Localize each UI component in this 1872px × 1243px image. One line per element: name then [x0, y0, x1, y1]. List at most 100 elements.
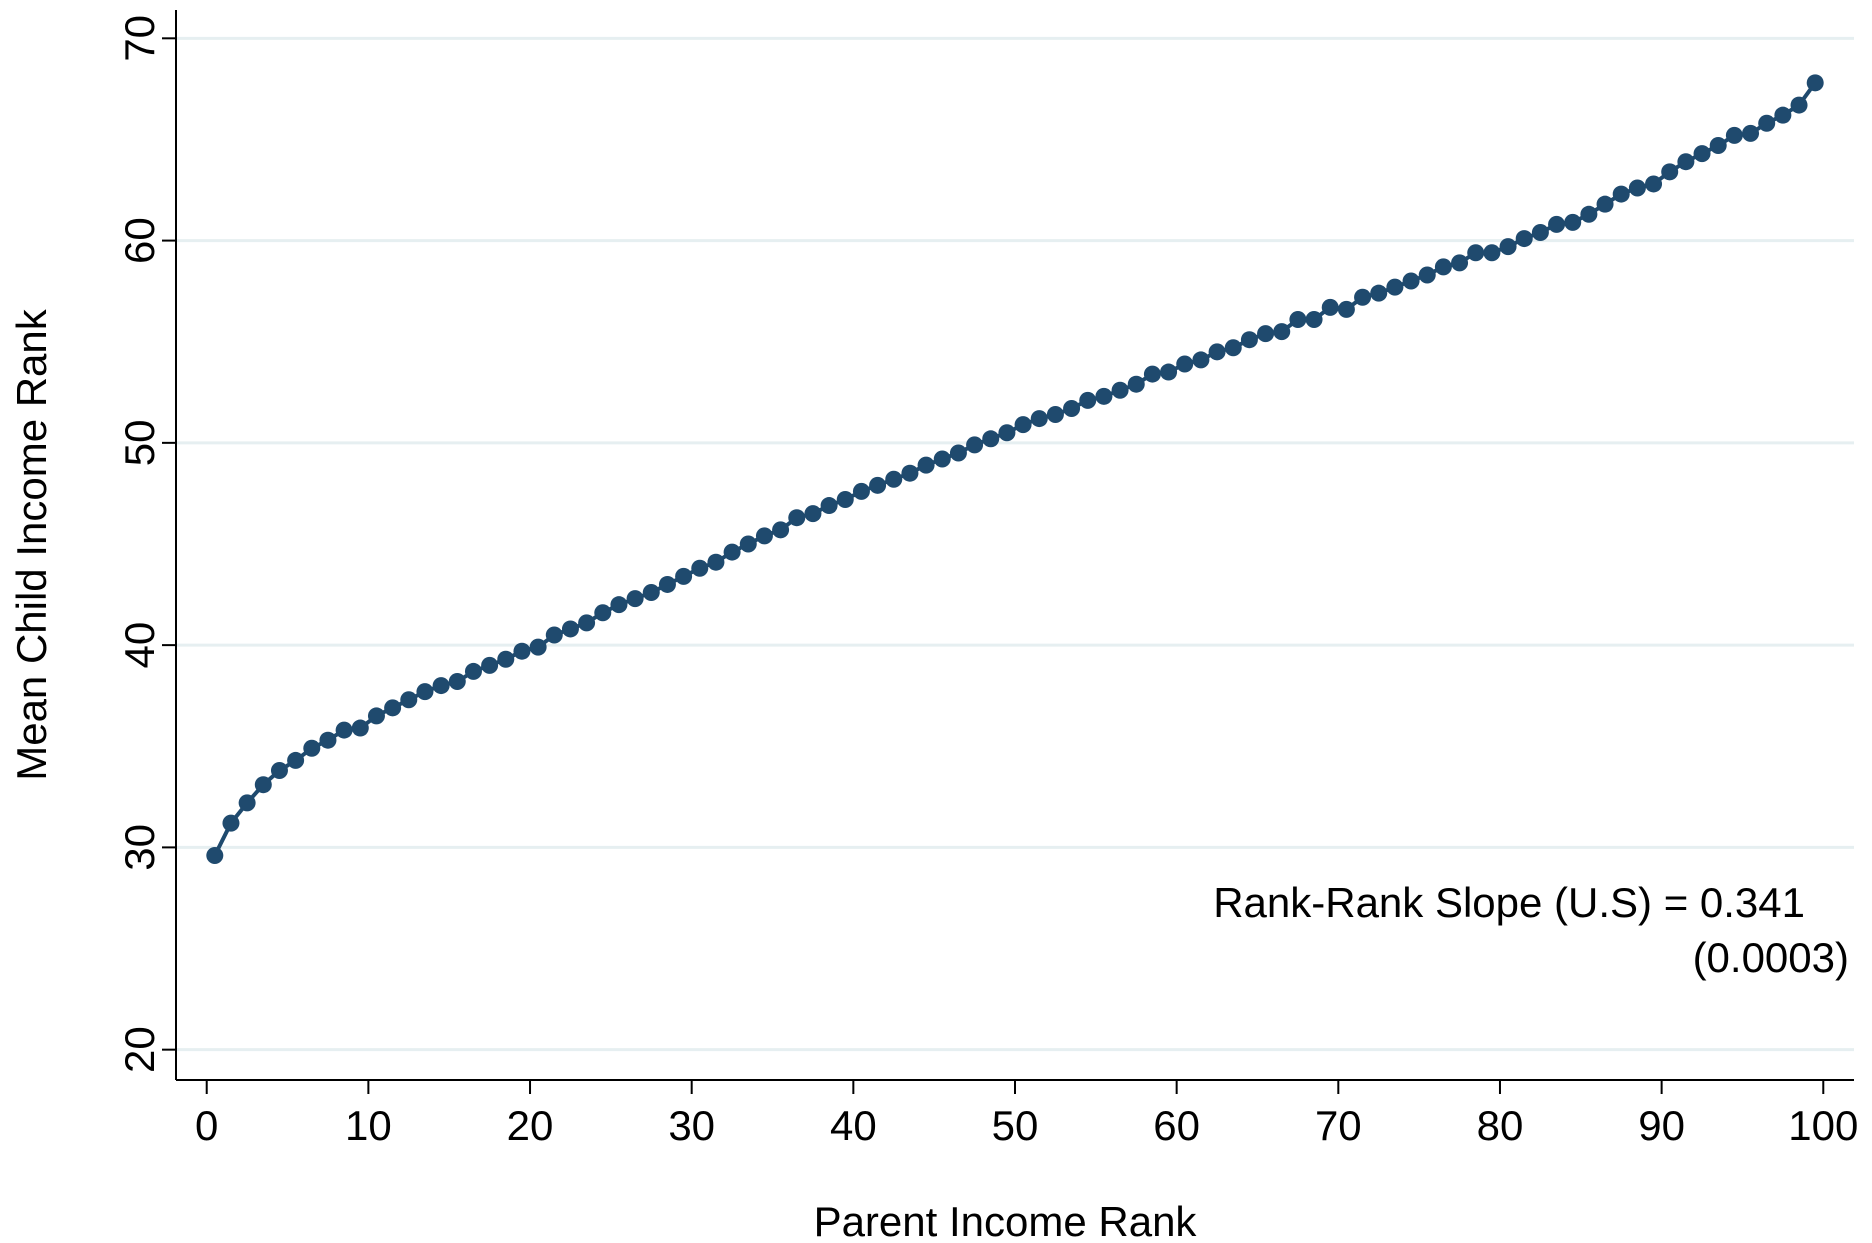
- point: [222, 814, 240, 832]
- point: [966, 436, 984, 454]
- point: [1402, 272, 1420, 290]
- point: [1709, 137, 1727, 155]
- point: [1176, 355, 1194, 373]
- point: [287, 751, 305, 769]
- y-tick-label: 20: [116, 1026, 163, 1073]
- point: [1240, 331, 1258, 349]
- x-tick-label: 30: [668, 1102, 715, 1149]
- point: [869, 476, 887, 494]
- point: [1273, 323, 1291, 341]
- point: [432, 677, 450, 695]
- point: [1337, 300, 1355, 318]
- x-tick-label: 50: [992, 1102, 1039, 1149]
- x-tick-label: 10: [345, 1102, 392, 1149]
- point: [1742, 124, 1760, 142]
- point: [1305, 310, 1323, 328]
- point: [1451, 254, 1469, 272]
- point: [1063, 399, 1081, 417]
- point: [578, 614, 596, 632]
- point: [691, 559, 709, 577]
- point: [1079, 391, 1097, 409]
- point: [270, 762, 288, 780]
- y-tick-label: 40: [116, 622, 163, 669]
- annotation: Rank-Rank Slope (U.S) = 0.341: [1213, 879, 1805, 926]
- point: [1192, 351, 1210, 369]
- point: [513, 642, 531, 660]
- point: [335, 721, 353, 739]
- point: [400, 691, 418, 709]
- point: [1806, 74, 1824, 92]
- point: [481, 656, 499, 674]
- point: [1645, 175, 1663, 193]
- y-tick-label: 30: [116, 824, 163, 871]
- x-tick-label: 60: [1153, 1102, 1200, 1149]
- point: [384, 699, 402, 717]
- point: [1483, 244, 1501, 262]
- point: [1564, 213, 1582, 231]
- point: [675, 567, 693, 585]
- point: [206, 846, 224, 864]
- y-tick-label: 60: [116, 217, 163, 264]
- point: [852, 482, 870, 500]
- point: [1224, 339, 1242, 357]
- point: [739, 535, 757, 553]
- point: [367, 707, 385, 725]
- point: [1661, 163, 1679, 181]
- point: [901, 464, 919, 482]
- point: [1774, 106, 1792, 124]
- point: [448, 673, 466, 691]
- series-line: [213, 81, 1817, 857]
- point: [804, 505, 822, 523]
- point: [885, 470, 903, 488]
- point: [545, 626, 563, 644]
- point: [1370, 284, 1388, 302]
- point: [755, 527, 773, 545]
- point: [949, 444, 967, 462]
- x-tick-label: 80: [1477, 1102, 1524, 1149]
- point: [1434, 258, 1452, 276]
- point: [416, 683, 434, 701]
- point: [1580, 205, 1598, 223]
- annotation: (0.0003): [1693, 934, 1849, 981]
- point: [772, 521, 790, 539]
- point: [1596, 195, 1614, 213]
- point: [497, 650, 515, 668]
- point: [1046, 406, 1064, 424]
- point: [788, 509, 806, 527]
- point: [723, 543, 741, 561]
- point: [1790, 96, 1808, 114]
- point: [1386, 278, 1404, 296]
- point: [998, 424, 1016, 442]
- point: [642, 584, 660, 602]
- point: [1321, 298, 1339, 316]
- point: [820, 497, 838, 515]
- point: [1628, 179, 1646, 197]
- point: [1499, 238, 1517, 256]
- point: [1515, 230, 1533, 248]
- point: [1030, 410, 1048, 428]
- point: [303, 739, 321, 757]
- point: [254, 776, 272, 794]
- point: [464, 662, 482, 680]
- point: [1467, 244, 1485, 262]
- point: [594, 604, 612, 622]
- point: [1612, 185, 1630, 203]
- point: [238, 794, 256, 812]
- x-tick-label: 40: [830, 1102, 877, 1149]
- point: [1143, 365, 1161, 383]
- point: [1693, 145, 1711, 163]
- point: [917, 456, 935, 474]
- x-tick-label: 0: [195, 1102, 218, 1149]
- point: [658, 575, 676, 593]
- x-axis-title: Parent Income Rank: [814, 1198, 1198, 1243]
- point: [351, 719, 369, 737]
- point: [561, 620, 579, 638]
- point: [1758, 114, 1776, 132]
- point: [933, 450, 951, 468]
- point: [1095, 387, 1113, 405]
- x-tick-label: 100: [1788, 1102, 1858, 1149]
- point: [1160, 363, 1178, 381]
- y-tick-label: 50: [116, 419, 163, 466]
- point: [1354, 288, 1372, 306]
